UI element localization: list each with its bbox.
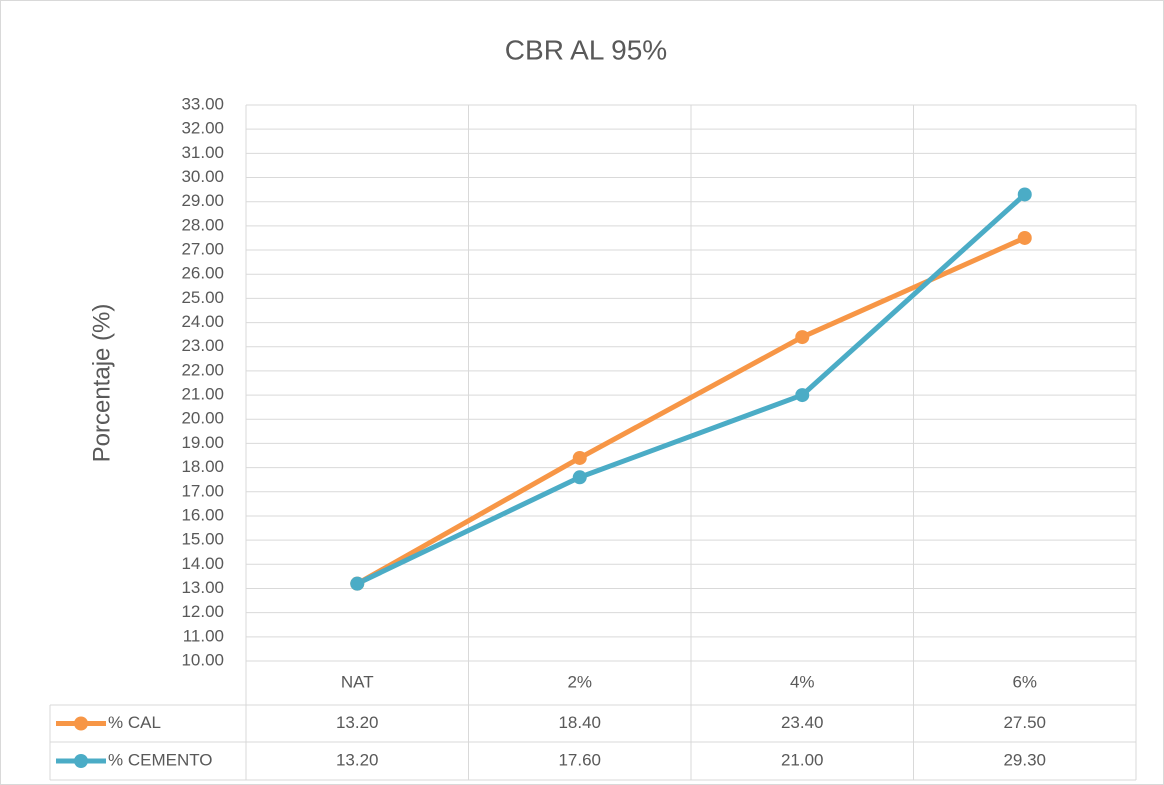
data-point <box>795 388 810 403</box>
y-tick-label: 14.00 <box>181 554 224 573</box>
table-value: 18.40 <box>558 713 601 732</box>
y-tick-label: 32.00 <box>181 119 224 138</box>
y-tick-label: 21.00 <box>181 385 224 404</box>
y-tick-label: 24.00 <box>181 312 224 331</box>
table-value: 21.00 <box>781 750 824 769</box>
x-tick-label: 4% <box>790 672 815 691</box>
y-tick-label: 26.00 <box>181 264 224 283</box>
table-value: 17.60 <box>558 750 601 769</box>
y-tick-label: 10.00 <box>181 650 224 669</box>
y-tick-label: 12.00 <box>181 602 224 621</box>
x-tick-label: 6% <box>1012 672 1037 691</box>
table-value: 27.50 <box>1003 713 1046 732</box>
legend-marker <box>74 716 88 731</box>
y-tick-label: 31.00 <box>181 143 224 162</box>
legend-marker <box>74 754 88 768</box>
data-point <box>795 330 810 345</box>
table-value: 13.20 <box>336 713 379 732</box>
data-point <box>572 450 587 465</box>
y-tick-label: 15.00 <box>181 530 224 549</box>
data-point <box>1017 187 1032 202</box>
legend-label: % CEMENTO <box>108 750 213 769</box>
data-point <box>572 470 587 485</box>
y-tick-label: 29.00 <box>181 191 224 210</box>
x-tick-label: 2% <box>567 672 592 691</box>
y-tick-label: 17.00 <box>181 481 224 500</box>
series-line <box>356 235 1026 586</box>
y-tick-label: 23.00 <box>181 336 224 355</box>
table-value: 29.30 <box>1003 750 1046 769</box>
y-tick-label: 25.00 <box>181 288 224 307</box>
y-tick-label: 11.00 <box>183 626 224 645</box>
y-tick-label: 18.00 <box>181 457 224 476</box>
y-tick-label: 30.00 <box>181 167 224 186</box>
y-tick-label: 20.00 <box>181 409 224 428</box>
y-tick-label: 28.00 <box>181 215 224 234</box>
y-tick-label: 13.00 <box>181 578 224 597</box>
data-point <box>350 576 365 591</box>
data-point <box>1017 230 1032 245</box>
legend-label: % CAL <box>108 713 161 732</box>
y-axis-label: Porcentaje (%) <box>88 304 115 463</box>
y-tick-label: 22.00 <box>181 360 224 379</box>
x-tick-label: NAT <box>341 672 374 691</box>
chart-title: CBR AL 95% <box>505 34 667 65</box>
y-tick-label: 33.00 <box>181 94 224 113</box>
y-tick-label: 16.00 <box>181 505 224 524</box>
series-line <box>356 192 1027 586</box>
y-tick-label: 19.00 <box>181 433 224 452</box>
y-tick-label: 27.00 <box>181 240 224 259</box>
table-value: 13.20 <box>336 750 379 769</box>
table-value: 23.40 <box>781 713 824 732</box>
